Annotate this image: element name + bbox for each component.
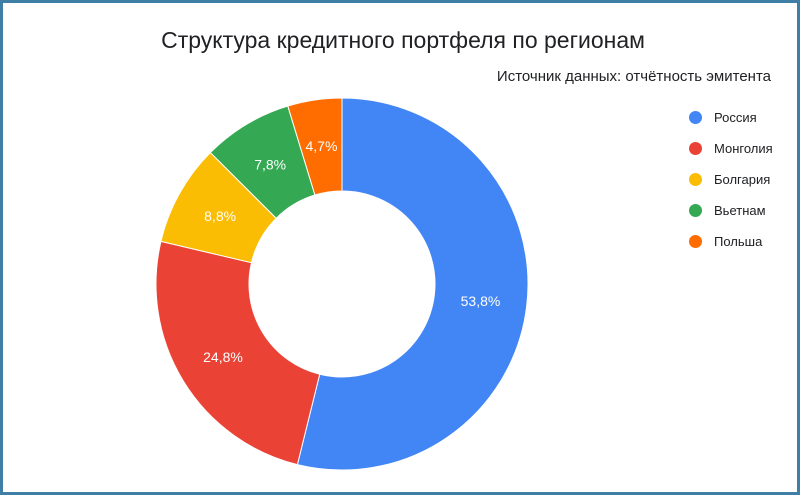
slice-value-label: 7,8%	[254, 156, 286, 172]
legend-item-poland[interactable]: Польша	[689, 226, 773, 257]
legend-item-bulgaria[interactable]: Болгария	[689, 164, 773, 195]
legend-item-russia[interactable]: Россия	[689, 102, 773, 133]
legend-swatch	[689, 142, 702, 155]
donut-slice[interactable]	[155, 240, 321, 466]
donut-slice[interactable]	[296, 97, 529, 471]
slice-value-label: 53,8%	[461, 293, 501, 309]
chart-title: Структура кредитного портфеля по региона…	[161, 27, 645, 53]
legend-swatch	[689, 173, 702, 186]
legend-swatch	[689, 235, 702, 248]
legend-swatch	[689, 111, 702, 124]
chart-subtitle: Источник данных: отчётность эмитента	[496, 68, 771, 85]
legend-label: Монголия	[714, 141, 773, 156]
slice-value-label: 4,7%	[305, 138, 337, 154]
legend-item-vietnam[interactable]: Вьетнам	[689, 195, 773, 226]
slice-value-label: 8,8%	[204, 208, 236, 224]
legend-label: Болгария	[714, 172, 771, 187]
donut-slice[interactable]	[287, 97, 343, 196]
legend-swatch	[689, 204, 702, 217]
legend-label: Польша	[714, 234, 763, 249]
slice-value-label: 24,8%	[203, 349, 243, 365]
legend-item-mongolia[interactable]: Монголия	[689, 133, 773, 164]
legend: Россия Монголия Болгария Вьетнам Польша	[689, 102, 773, 257]
legend-label: Вьетнам	[714, 203, 766, 218]
legend-label: Россия	[714, 110, 757, 125]
